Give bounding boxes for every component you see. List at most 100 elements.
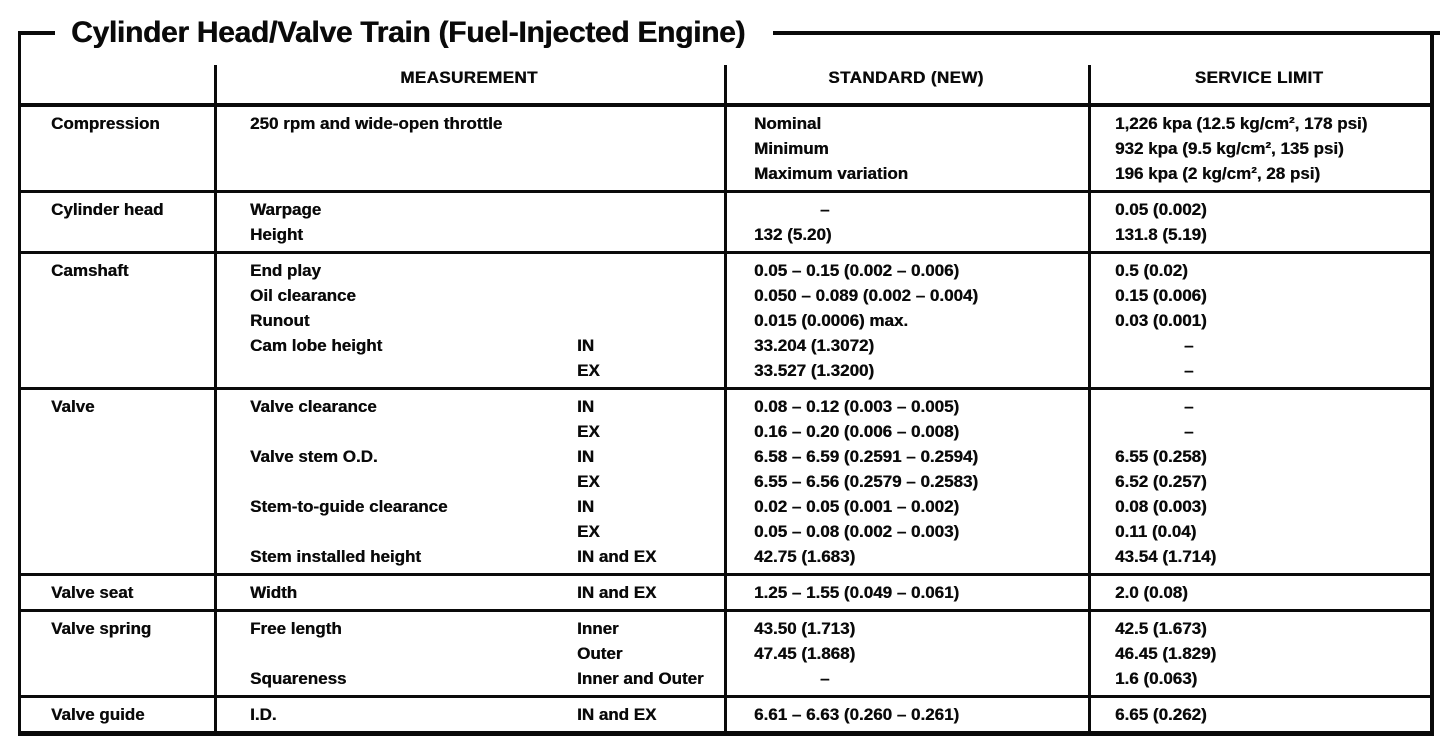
table-row: Height 132 (5.20) 131.8 (5.19) xyxy=(21,222,1430,247)
measurement-cell: Free length xyxy=(250,619,342,638)
table-row: Valve Valve clearance IN 0.08 – 0.12 (0.003… xyxy=(21,394,1430,419)
measurement-cell: Valve clearance xyxy=(250,397,377,416)
service-limit-cell: 131.8 (5.19) xyxy=(1115,225,1207,244)
standard-cell: 33.204 (1.3072) xyxy=(754,336,875,355)
in-ex-cell: Inner xyxy=(577,619,619,638)
measurement-cell: Runout xyxy=(250,311,310,330)
measurement-cell: I.D. xyxy=(250,705,277,724)
title-row: Cylinder Head/Valve Train (Fuel-Injected… xyxy=(18,8,1440,58)
column-header-service-limit: SERVICE LIMIT xyxy=(1194,68,1324,87)
measurement-cell: Cam lobe height xyxy=(250,336,383,355)
table-row: EX 0.16 – 0.20 (0.006 – 0.008) – xyxy=(21,419,1430,444)
in-ex-cell xyxy=(577,111,724,136)
standard-cell: 0.02 – 0.05 (0.001 – 0.002) xyxy=(754,497,960,516)
in-ex-cell xyxy=(577,283,724,308)
column-divider xyxy=(1088,65,1091,731)
component-cell xyxy=(21,519,214,544)
table-row: Valve spring Free length Inner 43.50 (1.713… xyxy=(21,616,1430,641)
component-cell xyxy=(21,544,214,569)
measurement-cell: Height xyxy=(250,225,303,244)
table-row: EX 6.55 – 6.56 (0.2579 – 0.2583) 6.52 (0.2… xyxy=(21,469,1430,494)
spec-table: MEASUREMENT STANDARD (NEW) SERVICE LIMIT… xyxy=(18,33,1434,736)
in-ex-cell xyxy=(577,222,724,247)
standard-cell: 6.58 – 6.59 (0.2591 – 0.2594) xyxy=(754,447,979,466)
service-limit-cell: – xyxy=(1184,336,1194,355)
table-row: Oil clearance 0.050 – 0.089 (0.002 – 0.00… xyxy=(21,283,1430,308)
service-limit-cell: 46.45 (1.829) xyxy=(1115,644,1217,663)
in-ex-cell: IN xyxy=(577,336,594,355)
table-row: Cam lobe height IN 33.204 (1.3072) – xyxy=(21,333,1430,358)
table-row: Cylinder head Warpage – 0.05 (0.002) xyxy=(21,197,1430,222)
in-ex-cell: IN and EX xyxy=(577,705,657,724)
table-row: Outer 47.45 (1.868) 46.45 (1.829) xyxy=(21,641,1430,666)
in-ex-cell: IN and EX xyxy=(577,583,657,602)
in-ex-cell: IN xyxy=(577,397,594,416)
table-row: Stem installed height IN and EX 42.75 (1.6… xyxy=(21,544,1430,569)
standard-cell: 42.75 (1.683) xyxy=(754,547,856,566)
service-limit-cell: 43.54 (1.714) xyxy=(1115,547,1217,566)
standard-cell: 0.05 – 0.15 (0.002 – 0.006) xyxy=(754,261,960,280)
table-row: Valve guide I.D. IN and EX 6.61 – 6.63 (0.2… xyxy=(21,702,1430,727)
measurement-cell: End play xyxy=(250,261,321,280)
table-row: EX 0.05 – 0.08 (0.002 – 0.003) 0.11 (0.04) xyxy=(21,519,1430,544)
standard-cell: – xyxy=(820,669,830,688)
table-row: Minimum 932 kpa (9.5 kg/cm², 135 psi) xyxy=(21,136,1430,161)
measurement-cell xyxy=(214,419,577,444)
table-row: Valve stem O.D. IN 6.58 – 6.59 (0.2591 – 0… xyxy=(21,444,1430,469)
component-cell xyxy=(21,666,214,691)
column-divider xyxy=(724,65,727,731)
measurement-cell: Squareness xyxy=(250,669,347,688)
component-cell: Valve xyxy=(51,397,95,416)
standard-cell: – xyxy=(820,200,830,219)
component-cell: Valve seat xyxy=(51,583,134,602)
in-ex-cell: IN xyxy=(577,447,594,466)
component-cell: Valve spring xyxy=(51,619,152,638)
service-limit-cell: 2.0 (0.08) xyxy=(1115,583,1188,602)
standard-cell: Nominal xyxy=(754,114,822,133)
service-limit-cell: 196 kpa (2 kg/cm², 28 psi) xyxy=(1115,164,1321,183)
measurement-cell xyxy=(214,469,577,494)
standard-cell: 6.55 – 6.56 (0.2579 – 0.2583) xyxy=(754,472,979,491)
in-ex-cell: Inner and Outer xyxy=(577,669,704,688)
table-row: Squareness Inner and Outer – 1.6 (0.063) xyxy=(21,666,1430,691)
in-ex-cell xyxy=(577,197,724,222)
measurement-cell xyxy=(214,136,577,161)
table-row: Maximum variation 196 kpa (2 kg/cm², 28 p… xyxy=(21,161,1430,186)
in-ex-cell: EX xyxy=(577,522,600,541)
page-title: Cylinder Head/Valve Train (Fuel-Injected… xyxy=(71,16,746,49)
component-cell xyxy=(21,494,214,519)
standard-cell: 132 (5.20) xyxy=(754,225,832,244)
component-cell xyxy=(21,333,214,358)
measurement-cell: Warpage xyxy=(250,200,322,219)
component-cell xyxy=(21,161,214,186)
measurement-cell xyxy=(214,358,577,383)
standard-cell: 0.015 (0.0006) max. xyxy=(754,311,909,330)
standard-cell: 33.527 (1.3200) xyxy=(754,361,875,380)
column-divider xyxy=(214,65,217,731)
service-limit-cell: 1,226 kpa (12.5 kg/cm², 178 psi) xyxy=(1115,114,1368,133)
in-ex-cell xyxy=(577,136,724,161)
table-row: Camshaft End play 0.05 – 0.15 (0.002 – 0.0… xyxy=(21,258,1430,283)
in-ex-cell: IN and EX xyxy=(577,547,657,566)
measurement-cell: Width xyxy=(250,583,298,602)
service-limit-cell: – xyxy=(1184,361,1194,380)
table-section: Compression 250 rpm and wide-open throttl… xyxy=(21,107,1430,190)
service-limit-cell: 1.6 (0.063) xyxy=(1115,669,1198,688)
standard-cell: 1.25 – 1.55 (0.049 – 0.061) xyxy=(754,583,960,602)
table-body: Compression 250 rpm and wide-open throttl… xyxy=(21,107,1430,731)
measurement-cell: Stem installed height xyxy=(250,547,421,566)
component-cell xyxy=(21,469,214,494)
service-limit-cell: 0.11 (0.04) xyxy=(1115,522,1197,541)
standard-cell: 0.05 – 0.08 (0.002 – 0.003) xyxy=(754,522,960,541)
table-row: Stem-to-guide clearance IN 0.02 – 0.05 (0.… xyxy=(21,494,1430,519)
component-cell xyxy=(21,136,214,161)
table-row: Valve seat Width IN and EX 1.25 – 1.55 (0.0… xyxy=(21,580,1430,605)
in-ex-cell xyxy=(577,308,724,333)
component-cell xyxy=(21,308,214,333)
table-row: Compression 250 rpm and wide-open throttl… xyxy=(21,111,1430,136)
standard-cell: 47.45 (1.868) xyxy=(754,644,856,663)
service-limit-cell: – xyxy=(1184,397,1194,416)
standard-cell: 0.16 – 0.20 (0.006 – 0.008) xyxy=(754,422,960,441)
service-limit-cell: 0.5 (0.02) xyxy=(1115,261,1188,280)
in-ex-cell: EX xyxy=(577,422,600,441)
